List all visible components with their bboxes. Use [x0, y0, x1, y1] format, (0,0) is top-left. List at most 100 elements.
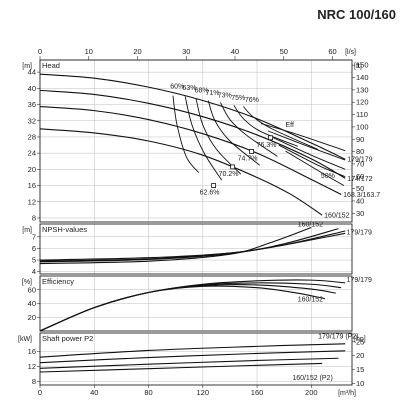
chart-title: NRC 100/160 — [317, 7, 396, 22]
head-curve-label: 179/179 — [347, 157, 372, 164]
efficiency-frame — [39, 275, 353, 332]
head-ytick-label: 44 — [28, 68, 36, 77]
power-panel-title: Shaft power P2 — [42, 334, 93, 343]
efficiency-isoline — [285, 150, 345, 186]
npsh-ytick-label: 5 — [32, 256, 36, 265]
top-tick-label: 60 — [328, 47, 336, 56]
power-unit-left: [kW] — [18, 336, 32, 343]
power-ytick-right-label: 25 — [356, 337, 364, 346]
bottom-tick-label: 160 — [251, 388, 264, 397]
head-unit-left: [m] — [22, 63, 32, 70]
bep-marker-label: 70.2% — [219, 171, 239, 178]
head-ytick-right-label: 130 — [356, 85, 369, 94]
efficiency-isoline-label: 63% — [182, 85, 196, 92]
efficiency-isoline-label: 71% — [205, 90, 219, 97]
npsh-curve-intermediate — [39, 228, 339, 263]
bep-marker — [211, 183, 217, 188]
npsh-curve-intermediate — [39, 230, 346, 262]
efficiency-isoline — [278, 144, 346, 178]
head-ytick-right-label: 110 — [356, 110, 368, 119]
efficiency-unit-left: [%] — [22, 279, 32, 286]
efficiency-isoline — [233, 105, 298, 147]
power-frame — [39, 332, 353, 386]
head-ytick-label: 20 — [28, 165, 36, 174]
npsh-unit-left: [m] — [22, 227, 32, 234]
npsh-ytick-label: 7 — [32, 232, 36, 241]
bep-marker-label: 62.6% — [200, 190, 220, 197]
head-ytick-right-label: 100 — [356, 122, 369, 131]
power-ytick-label: 12 — [28, 362, 36, 371]
bep-marker — [268, 135, 274, 141]
efficiency-label-179: 179/179 — [347, 277, 372, 284]
efficiency-ytick-label: 40 — [28, 299, 36, 308]
efficiency-isoline — [220, 102, 278, 157]
head-ytick-right-label: 30 — [356, 209, 364, 218]
head-ytick-label: 12 — [28, 197, 36, 206]
efficiency-panel-title: Efficiency — [42, 277, 74, 286]
top-tick-label: 0 — [38, 47, 42, 56]
bottom-axis-unit: [m³/h] — [338, 390, 356, 397]
power-ytick-right-label: 20 — [356, 351, 364, 360]
head-ytick-right-label: 40 — [356, 196, 364, 205]
top-axis-unit: [l/s] — [345, 49, 356, 56]
power-unit-right: [hp] — [354, 336, 366, 343]
efficiency-isoline — [243, 106, 319, 150]
power-curve — [39, 357, 339, 369]
efficiency-ytick-label: 20 — [28, 313, 36, 322]
head-ytick-right-label: 90 — [356, 135, 364, 144]
head-ytick-label: 24 — [28, 149, 36, 158]
head-curve-label: 160/152 — [324, 213, 349, 220]
top-tick-label: 50 — [280, 47, 288, 56]
head-ytick-right-label: 120 — [356, 98, 369, 107]
power-curve — [39, 343, 346, 358]
head-ytick-label: 16 — [28, 181, 36, 190]
npsh-label-179: 179/179 — [347, 229, 372, 236]
efficiency-isoline-label: 73% — [218, 93, 232, 100]
npsh-ytick-label: 6 — [32, 244, 36, 253]
head-ytick-label: 40 — [28, 84, 36, 93]
efficiency-isoline-label: 76% — [245, 97, 259, 104]
efficiency-isoline-label: 75% — [231, 95, 245, 102]
bottom-tick-label: 200 — [305, 388, 318, 397]
efficiency-isoline — [195, 98, 242, 175]
power-label-179: 179/179 (P2) — [318, 334, 358, 341]
npsh-ytick-label: 4 — [32, 267, 36, 276]
head-ytick-right-label: 50 — [356, 184, 364, 193]
efficiency-isoline — [260, 123, 346, 152]
efficiency-isoline — [273, 137, 346, 170]
power-curve — [39, 350, 346, 364]
head-ytick-right-label: 70 — [356, 159, 364, 168]
head-ytick-right-label: 60 — [356, 172, 364, 181]
bottom-tick-label: 80 — [144, 388, 152, 397]
head-curve-168-3-163-7 — [39, 106, 342, 195]
head-curve-label: 174/172 — [347, 176, 372, 183]
head-ytick-label: 8 — [32, 213, 36, 222]
top-tick-label: 30 — [182, 47, 190, 56]
head-ytick-label: 32 — [28, 116, 36, 125]
head-ytick-label: 36 — [28, 100, 36, 109]
efficiency-curve-intermediate — [39, 284, 336, 332]
efficiency-isoline-label: 68% — [195, 87, 209, 94]
efficiency-curve-160-152 — [39, 285, 325, 332]
top-tick-label: 10 — [85, 47, 93, 56]
efficiency-ytick-label: 60 — [28, 285, 36, 294]
power-curve — [39, 362, 323, 373]
head-unit-right: [ft] — [354, 63, 362, 70]
bep-marker-label: 74.7% — [238, 156, 258, 163]
npsh-panel-title: NPSH-values — [42, 225, 87, 234]
efficiency-label-160: 160/152 — [298, 296, 323, 303]
power-ytick-right-label: 10 — [356, 379, 364, 388]
head-curve-label: 168.3/163.7 — [343, 192, 380, 199]
power-ytick-right-label: 15 — [356, 365, 364, 374]
npsh-frame — [39, 223, 353, 275]
top-tick-label: 40 — [231, 47, 239, 56]
efficiency-isoline-label: 60% — [170, 83, 184, 90]
head-panel-title: Head — [42, 61, 60, 70]
efficiency-isoline — [184, 96, 223, 181]
efficiency-isoline — [267, 130, 346, 161]
npsh-curve-160-152 — [39, 226, 312, 265]
efficiency-50-label: 50% — [321, 173, 335, 180]
head-curve-179-179 — [39, 73, 346, 160]
head-ytick-label: 28 — [28, 132, 36, 141]
